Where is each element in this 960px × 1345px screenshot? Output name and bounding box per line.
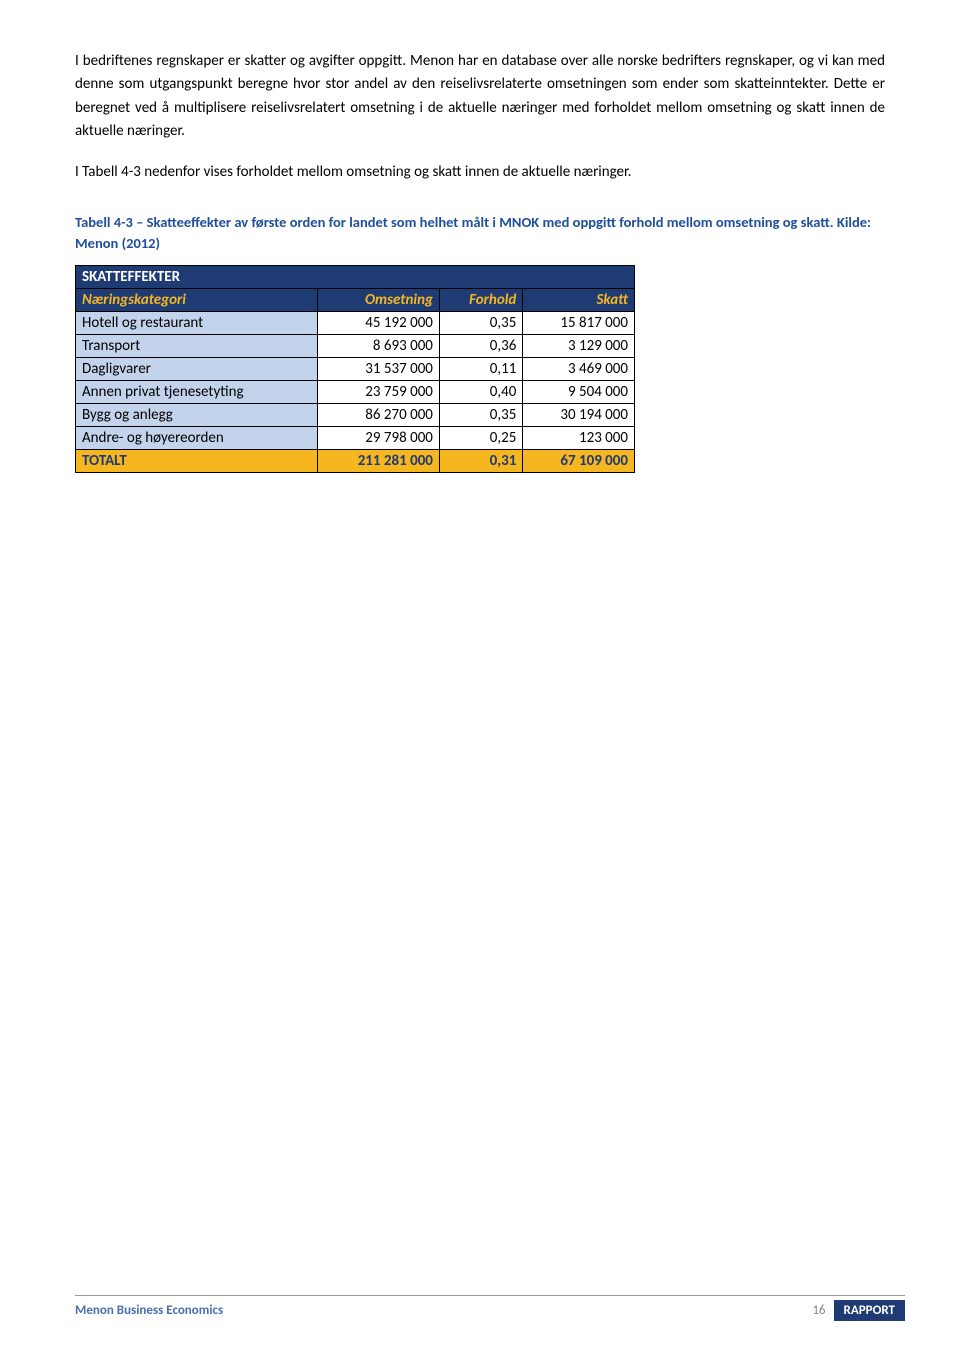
cell-forhold: 0,11	[439, 357, 522, 380]
cell-omsetning: 45 192 000	[317, 311, 439, 334]
cell-category: Bygg og anlegg	[76, 403, 318, 426]
col-header-category: Næringskategori	[76, 288, 318, 311]
col-header-omsetning: Omsetning	[317, 288, 439, 311]
cell-category: Hotell og restaurant	[76, 311, 318, 334]
cell-category: Dagligvarer	[76, 357, 318, 380]
cell-skatt: 123 000	[523, 426, 635, 449]
cell-omsetning: 23 759 000	[317, 380, 439, 403]
cell-forhold: 0,35	[439, 311, 522, 334]
cell-category: Annen privat tjenesetyting	[76, 380, 318, 403]
page-footer: Menon Business Economics 16 RAPPORT	[75, 1295, 905, 1321]
table-row: Bygg og anlegg 86 270 000 0,35 30 194 00…	[76, 403, 635, 426]
cell-category: Andre- og høyereorden	[76, 426, 318, 449]
cell-forhold: 0,36	[439, 334, 522, 357]
cell-omsetning: 31 537 000	[317, 357, 439, 380]
table-total-row: TOTALT 211 281 000 0,31 67 109 000	[76, 449, 635, 472]
table-row: Andre- og høyereorden 29 798 000 0,25 12…	[76, 426, 635, 449]
col-header-skatt: Skatt	[523, 288, 635, 311]
total-omsetning: 211 281 000	[317, 449, 439, 472]
table-row: Transport 8 693 000 0,36 3 129 000	[76, 334, 635, 357]
table-row: Annen privat tjenesetyting 23 759 000 0,…	[76, 380, 635, 403]
table-title-row: SKATTEFFEKTER	[76, 265, 635, 288]
table-header-row: Næringskategori Omsetning Forhold Skatt	[76, 288, 635, 311]
cell-omsetning: 86 270 000	[317, 403, 439, 426]
footer-page-number: 16	[812, 1303, 825, 1318]
cell-category: Transport	[76, 334, 318, 357]
table-title: SKATTEFFEKTER	[76, 265, 635, 288]
col-header-forhold: Forhold	[439, 288, 522, 311]
cell-omsetning: 29 798 000	[317, 426, 439, 449]
cell-forhold: 0,40	[439, 380, 522, 403]
cell-skatt: 9 504 000	[523, 380, 635, 403]
table-row: Dagligvarer 31 537 000 0,11 3 469 000	[76, 357, 635, 380]
cell-skatt: 30 194 000	[523, 403, 635, 426]
cell-skatt: 3 469 000	[523, 357, 635, 380]
table-caption: Tabell 4-3 – Skatteeffekter av første or…	[75, 212, 885, 253]
paragraph-1: I bedriftenes regnskaper er skatter og a…	[75, 50, 885, 143]
footer-company: Menon Business Economics	[75, 1303, 812, 1318]
total-label: TOTALT	[76, 449, 318, 472]
total-skatt: 67 109 000	[523, 449, 635, 472]
footer-badge: RAPPORT	[834, 1300, 905, 1321]
cell-forhold: 0,25	[439, 426, 522, 449]
cell-omsetning: 8 693 000	[317, 334, 439, 357]
table-row: Hotell og restaurant 45 192 000 0,35 15 …	[76, 311, 635, 334]
cell-forhold: 0,35	[439, 403, 522, 426]
paragraph-2: I Tabell 4-3 nedenfor vises forholdet me…	[75, 161, 885, 184]
cell-skatt: 3 129 000	[523, 334, 635, 357]
cell-skatt: 15 817 000	[523, 311, 635, 334]
tax-effects-table: SKATTEFFEKTER Næringskategori Omsetning …	[75, 265, 635, 473]
total-forhold: 0,31	[439, 449, 522, 472]
